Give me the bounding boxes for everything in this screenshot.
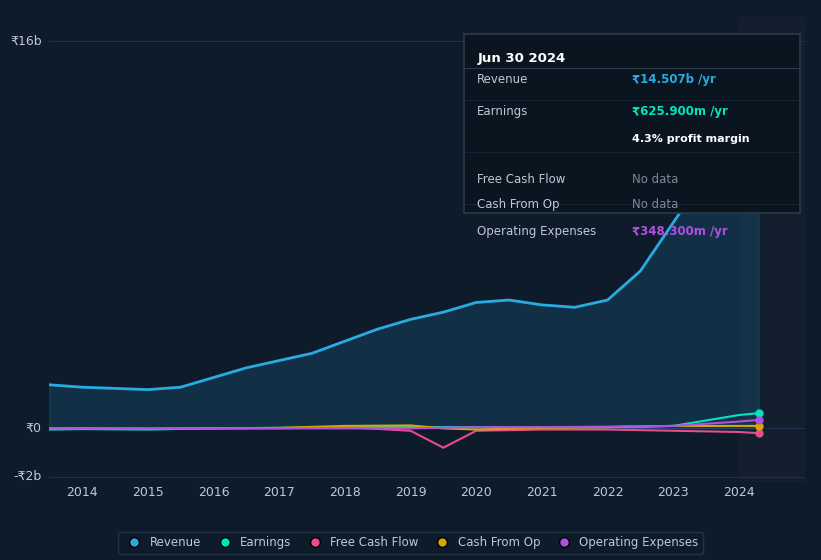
Text: Jun 30 2024: Jun 30 2024: [477, 52, 566, 64]
Text: No data: No data: [632, 198, 678, 212]
Text: ₹625.900m /yr: ₹625.900m /yr: [632, 105, 728, 118]
Text: Revenue: Revenue: [477, 73, 529, 86]
Text: ₹16b: ₹16b: [10, 35, 42, 48]
Text: Operating Expenses: Operating Expenses: [477, 225, 597, 239]
Text: No data: No data: [632, 174, 678, 186]
Text: -₹2b: -₹2b: [13, 470, 42, 483]
Text: 4.3% profit margin: 4.3% profit margin: [632, 134, 750, 144]
Legend: Revenue, Earnings, Free Cash Flow, Cash From Op, Operating Expenses: Revenue, Earnings, Free Cash Flow, Cash …: [118, 531, 703, 554]
Text: ₹14.507b /yr: ₹14.507b /yr: [632, 73, 716, 86]
Text: Cash From Op: Cash From Op: [477, 198, 560, 212]
Text: ₹348.300m /yr: ₹348.300m /yr: [632, 225, 728, 239]
Text: Free Cash Flow: Free Cash Flow: [477, 174, 566, 186]
Text: Earnings: Earnings: [477, 105, 529, 118]
Bar: [739, 17, 805, 482]
Text: ₹0: ₹0: [25, 422, 42, 435]
